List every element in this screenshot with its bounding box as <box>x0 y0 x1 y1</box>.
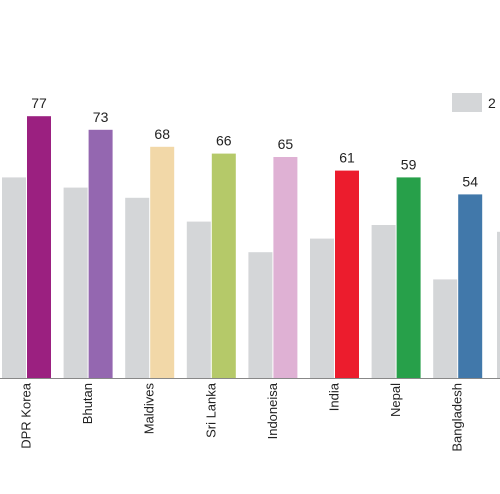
bar-partial-next <box>497 231 500 378</box>
category-label-5: India <box>327 382 342 411</box>
bar-0 <box>27 116 51 378</box>
data-label-2: 68 <box>154 126 170 142</box>
bar-comparison-7 <box>433 279 458 378</box>
category-label-4: Indoneisa <box>265 382 280 439</box>
bar-5 <box>335 170 359 378</box>
bar-comparison-1 <box>63 187 88 378</box>
legend: 2 <box>452 93 496 112</box>
data-label-4: 65 <box>278 136 294 152</box>
data-label-6: 59 <box>401 156 417 172</box>
data-label-0: 77 <box>31 95 47 111</box>
data-label-3: 66 <box>216 133 232 149</box>
data-label-7: 54 <box>462 173 478 189</box>
bar-3 <box>211 153 236 378</box>
category-label-7: Bangladesh <box>450 383 465 452</box>
bars-group <box>2 116 500 378</box>
data-labels-group: 77 73 68 66 65 61 59 54 <box>31 95 478 189</box>
data-label-5: 61 <box>339 150 355 166</box>
legend-label: 2 <box>488 95 496 111</box>
bar-6 <box>396 177 421 378</box>
bar-1 <box>88 129 113 378</box>
bar-7 <box>458 194 483 378</box>
category-label-0: DPR Korea <box>19 382 34 449</box>
category-labels-group: DPR Korea Bhutan Maldives Sri Lanka Indoneis… <box>19 382 465 451</box>
bar-comparison-0 <box>2 177 26 378</box>
bar-comparison-2 <box>125 197 150 378</box>
category-label-2: Maldives <box>142 383 157 435</box>
bar-comparison-3 <box>186 221 211 378</box>
category-label-6: Nepal <box>388 383 403 417</box>
bar-comparison-6 <box>371 225 396 378</box>
bar-2 <box>150 146 175 378</box>
category-label-1: Bhutan <box>80 383 95 424</box>
bar-4 <box>273 157 298 378</box>
category-label-3: Sri Lanka <box>203 382 218 438</box>
legend-swatch <box>452 93 482 112</box>
bar-comparison-4 <box>248 252 273 378</box>
data-label-1: 73 <box>93 109 109 125</box>
bar-comparison-5 <box>310 238 334 378</box>
